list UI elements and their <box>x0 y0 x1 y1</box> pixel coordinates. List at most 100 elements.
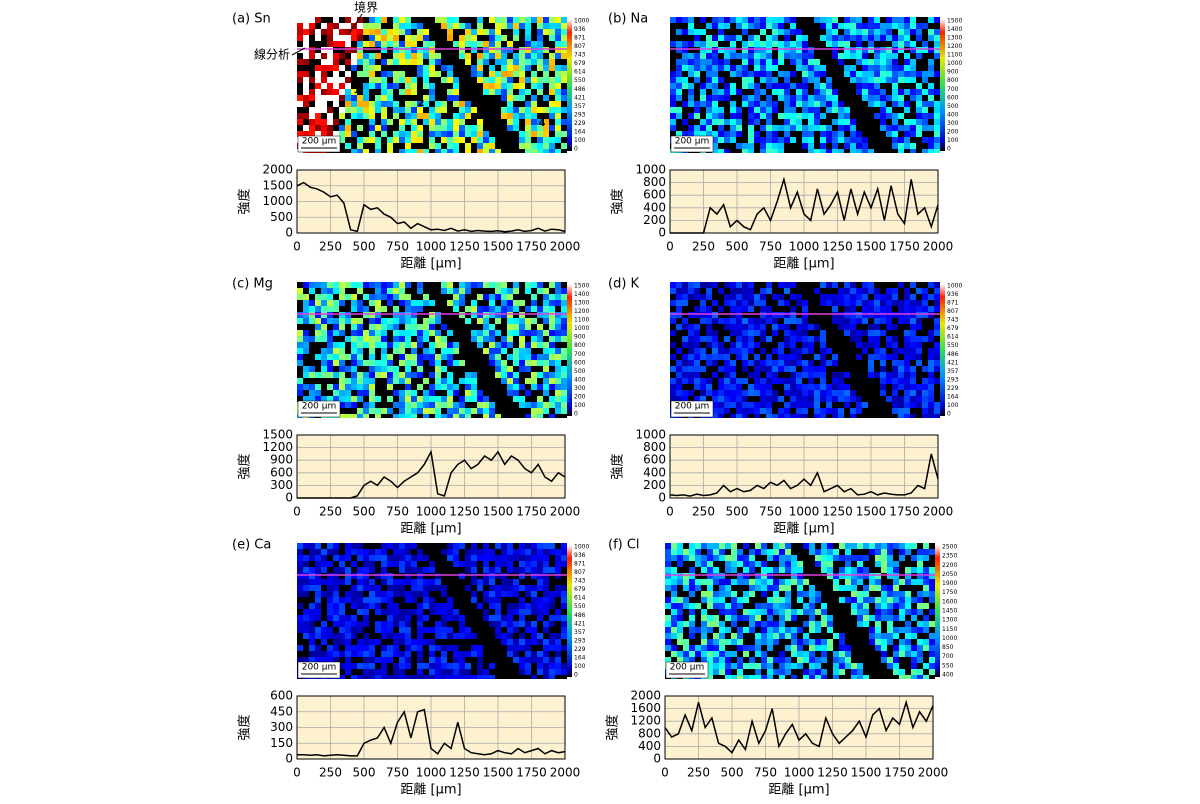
map-pixel <box>369 384 375 390</box>
map-pixel <box>411 354 417 360</box>
map-pixel <box>303 131 309 137</box>
map-pixel <box>543 669 549 675</box>
map-pixel <box>820 137 826 143</box>
map-pixel <box>832 53 838 59</box>
map-pixel <box>507 17 513 23</box>
map-pixel <box>453 143 459 149</box>
map-pixel <box>683 573 689 579</box>
map-pixel <box>477 125 483 131</box>
map-pixel <box>815 549 821 555</box>
map-pixel <box>863 615 869 621</box>
map-pixel <box>297 621 303 627</box>
map-pixel <box>749 561 755 567</box>
map-pixel <box>465 627 471 633</box>
map-pixel <box>555 615 561 621</box>
map-pixel <box>923 573 929 579</box>
map-pixel <box>814 119 820 125</box>
map-pixel <box>519 603 525 609</box>
map-pixel <box>802 71 808 77</box>
map-pixel <box>904 366 910 372</box>
map-pixel <box>791 633 797 639</box>
map-pixel <box>471 561 477 567</box>
colorbar-label: 679 <box>574 586 586 593</box>
map-pixel <box>736 342 742 348</box>
map-pixel <box>483 609 489 615</box>
map-pixel <box>357 342 363 348</box>
map-pixel <box>537 597 543 603</box>
map-pixel <box>910 324 916 330</box>
map-pixel <box>766 71 772 77</box>
map-pixel <box>321 89 327 95</box>
map-pixel <box>748 372 754 378</box>
map-pixel <box>555 47 561 53</box>
map-pixel <box>519 342 525 348</box>
map-pixel <box>796 53 802 59</box>
map-pixel <box>429 89 435 95</box>
map-pixel <box>543 651 549 657</box>
map-pixel <box>387 71 393 77</box>
map-pixel <box>719 585 725 591</box>
map-pixel <box>832 312 838 318</box>
map-pixel <box>712 107 718 113</box>
map-pixel <box>399 414 405 418</box>
map-pixel <box>333 71 339 77</box>
map-pixel <box>899 675 905 679</box>
map-pixel <box>808 396 814 402</box>
map-pixel <box>832 35 838 41</box>
map-pixel <box>327 372 333 378</box>
map-pixel <box>309 318 315 324</box>
map-pixel <box>513 360 519 366</box>
map-pixel <box>489 402 495 408</box>
map-pixel <box>381 89 387 95</box>
map-pixel <box>459 312 465 318</box>
map-pixel <box>844 17 850 23</box>
map-pixel <box>465 555 471 561</box>
map-pixel <box>904 354 910 360</box>
map-pixel <box>700 282 706 288</box>
map-pixel <box>808 336 814 342</box>
map-pixel <box>483 669 489 675</box>
map-pixel <box>893 591 899 597</box>
map-pixel <box>905 543 911 549</box>
map-pixel <box>303 89 309 95</box>
map-pixel <box>459 47 465 53</box>
map-pixel <box>760 77 766 83</box>
map-pixel <box>351 543 357 549</box>
map-pixel <box>513 29 519 35</box>
map-pixel <box>537 549 543 555</box>
map-pixel <box>315 585 321 591</box>
map-pixel <box>303 17 309 23</box>
map-pixel <box>381 549 387 555</box>
map-pixel <box>309 372 315 378</box>
map-pixel <box>869 573 875 579</box>
map-pixel <box>880 384 886 390</box>
map-pixel <box>315 573 321 579</box>
map-pixel <box>821 615 827 621</box>
map-pixel <box>483 597 489 603</box>
map-pixel <box>447 17 453 23</box>
map-pixel <box>718 414 724 418</box>
y-tick-label: 0 <box>285 491 293 505</box>
map-pixel <box>405 657 411 663</box>
map-pixel <box>676 65 682 71</box>
map-pixel <box>796 83 802 89</box>
map-pixel <box>820 101 826 107</box>
map-pixel <box>357 23 363 29</box>
map-pixel <box>549 53 555 59</box>
x-tick-label: 500 <box>726 240 749 254</box>
map-pixel <box>916 101 922 107</box>
map-pixel <box>905 633 911 639</box>
map-pixel <box>465 414 471 418</box>
map-pixel <box>689 591 695 597</box>
map-pixel <box>453 131 459 137</box>
map-pixel <box>850 282 856 288</box>
map-pixel <box>904 342 910 348</box>
map-pixel <box>694 312 700 318</box>
map-pixel <box>519 95 525 101</box>
map-pixel <box>519 360 525 366</box>
map-pixel <box>531 651 537 657</box>
map-pixel <box>477 675 483 679</box>
map-pixel <box>423 414 429 418</box>
map-pixel <box>670 95 676 101</box>
map-pixel <box>447 543 453 549</box>
